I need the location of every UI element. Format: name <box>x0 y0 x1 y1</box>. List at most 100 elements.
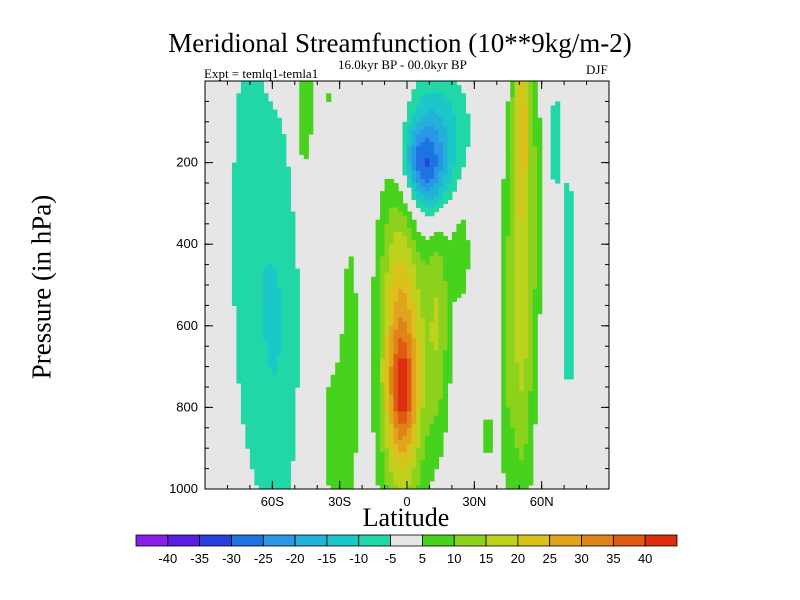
contour-cell <box>375 309 381 315</box>
contour-cell <box>564 333 570 339</box>
contour-cell <box>411 109 417 115</box>
contour-cell <box>433 407 440 413</box>
contour-cell <box>505 146 511 151</box>
contour-cell <box>339 480 345 486</box>
contour-cell <box>285 301 291 306</box>
contour-cell <box>442 195 448 200</box>
contour-cell <box>344 468 350 474</box>
contour-cell <box>424 403 431 408</box>
contour-cell <box>240 382 246 388</box>
contour-cell <box>290 276 296 282</box>
contour-cell <box>447 358 453 364</box>
contour-cell <box>276 350 282 355</box>
contour-cell <box>245 321 251 327</box>
contour-cell <box>501 285 507 290</box>
contour-cell <box>348 387 354 392</box>
contour-cell <box>456 85 462 90</box>
contour-cell <box>420 301 426 306</box>
contour-cell <box>501 329 507 335</box>
contour-cell <box>564 252 570 258</box>
contour-cell <box>407 138 413 143</box>
contour-cell <box>407 484 413 489</box>
contour-cell <box>398 215 404 221</box>
contour-cell <box>510 399 516 404</box>
contour-cell <box>254 203 260 209</box>
contour-cell <box>510 342 516 347</box>
contour-cell <box>384 203 390 209</box>
contour-cell <box>290 289 296 294</box>
contour-cell <box>375 260 381 266</box>
contour-cell <box>267 480 273 486</box>
chart-title: Meridional Streamfunction (10**9kg/m-2) <box>168 28 632 58</box>
contour-cell <box>501 293 507 298</box>
contour-cell <box>236 215 242 221</box>
contour-cell <box>420 411 426 417</box>
contour-cell <box>438 301 444 306</box>
contour-cell <box>510 195 516 200</box>
contour-cell <box>272 435 278 441</box>
contour-cell <box>393 452 399 457</box>
contour-cell <box>267 272 273 278</box>
contour-cell <box>447 191 453 196</box>
contour-cell <box>393 415 399 421</box>
contour-cell <box>433 440 440 445</box>
contour-cell <box>267 338 273 343</box>
contour-cell <box>389 272 395 278</box>
contour-cell <box>384 183 390 188</box>
contour-cell <box>447 301 453 306</box>
contour-cell <box>249 215 255 221</box>
contour-cell <box>281 427 287 433</box>
contour-cell <box>285 440 291 445</box>
contour-cell <box>276 476 282 482</box>
contour-cell <box>380 440 386 445</box>
contour-cell <box>398 321 404 327</box>
contour-cell <box>339 476 345 482</box>
contour-cell <box>429 333 435 339</box>
contour-cell <box>267 440 273 445</box>
contour-cell <box>523 346 529 351</box>
contour-cell <box>272 305 278 311</box>
contour-cell <box>465 134 471 139</box>
contour-cell <box>285 484 291 489</box>
contour-cell <box>258 419 264 425</box>
contour-cell <box>415 366 422 372</box>
contour-cell <box>375 333 381 339</box>
contour-cell <box>519 231 525 237</box>
contour-cell <box>510 346 516 351</box>
contour-cell <box>519 174 525 180</box>
contour-cell <box>532 366 538 372</box>
contour-cell <box>433 305 440 311</box>
contour-cell <box>523 305 529 311</box>
contour-cell <box>375 240 381 245</box>
contour-cell <box>281 166 287 172</box>
contour-cell <box>267 472 273 478</box>
contour-cell <box>528 342 534 347</box>
contour-cell <box>353 297 359 302</box>
contour-cell <box>380 256 386 262</box>
contour-cell <box>240 272 246 278</box>
contour-cell <box>339 411 345 417</box>
contour-cell <box>407 440 413 445</box>
colorbar-label: 10 <box>447 551 461 566</box>
contour-cell <box>398 435 404 441</box>
contour-cell <box>564 301 570 306</box>
contour-cell <box>285 456 291 462</box>
contour-cell <box>353 338 359 343</box>
contour-cell <box>411 276 417 282</box>
colorbar-label: -40 <box>158 551 177 566</box>
contour-cell <box>407 411 413 417</box>
contour-cell <box>420 329 426 335</box>
contour-cell <box>375 391 381 396</box>
contour-cell <box>393 354 399 360</box>
contour-cell <box>380 362 386 368</box>
contour-cell <box>523 309 529 315</box>
contour-cell <box>285 240 291 245</box>
contour-cell <box>429 248 435 253</box>
contour-cell <box>555 121 561 127</box>
contour-cell <box>276 215 282 221</box>
contour-cell <box>564 366 570 372</box>
contour-cell <box>339 370 345 376</box>
contour-cell <box>353 431 359 437</box>
contour-cell <box>348 431 354 437</box>
contour-cell <box>411 476 417 482</box>
